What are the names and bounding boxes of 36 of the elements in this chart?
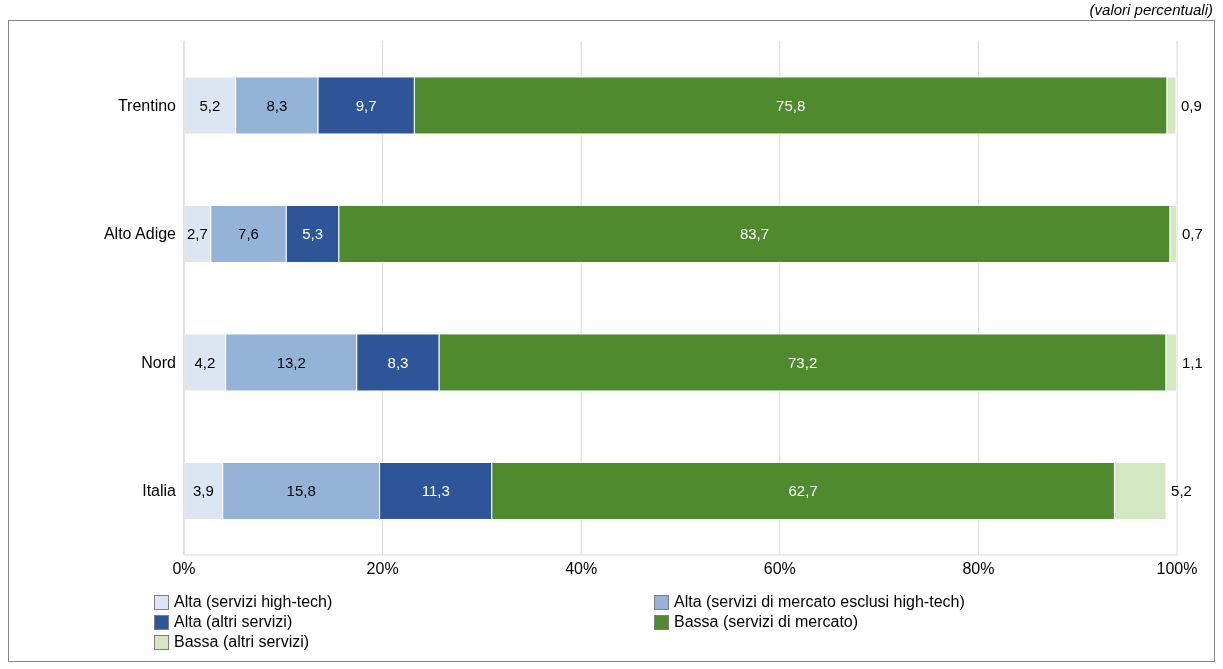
data-label: 2,7 <box>186 225 208 243</box>
data-label: 11,3 <box>421 482 450 500</box>
x-tick-label: 20% <box>366 560 399 578</box>
data-label: 73,2 <box>788 353 818 371</box>
data-label: 5,2 <box>1171 482 1192 500</box>
legend-label: Alta (servizi high-tech) <box>174 593 333 611</box>
data-label: 13,2 <box>276 353 306 371</box>
data-label: 5,2 <box>199 96 221 114</box>
data-label: 9,7 <box>355 96 377 114</box>
legend-label: Alta (altri servizi) <box>174 613 293 631</box>
data-label: 4,2 <box>194 353 216 371</box>
x-tick-label: 100% <box>1156 560 1198 578</box>
data-label: 15,8 <box>286 482 316 500</box>
data-label: 75,8 <box>776 96 806 114</box>
x-tick-label: 0% <box>172 560 196 578</box>
data-label: 83,7 <box>739 225 770 243</box>
y-tick-label: Alto Adige <box>103 225 177 243</box>
y-tick-label: Italia <box>142 482 177 500</box>
data-label: 8,3 <box>387 353 409 371</box>
data-label: 7,6 <box>238 225 259 243</box>
data-label: 3,9 <box>192 482 214 500</box>
x-tick-label: 60% <box>763 560 796 578</box>
x-tick-label: 80% <box>962 560 995 578</box>
data-label: 8,3 <box>266 96 288 114</box>
y-tick-label: Nord <box>141 353 176 371</box>
text: (valori percentuali) <box>1088 0 1213 20</box>
data-label: 62,7 <box>788 482 818 500</box>
legend-label: Alta (servizi di mercato esclusi high-tech) <box>674 593 965 611</box>
data-label: 1,1 <box>1182 353 1203 371</box>
x-tick-label: 40% <box>565 560 598 578</box>
legend-label: Bassa (servizi di mercato) <box>674 613 859 631</box>
y-tick-label: Trentino <box>117 96 177 114</box>
data-label: 0,7 <box>1182 225 1203 243</box>
data-label: 0,9 <box>1181 96 1202 114</box>
data-label: 5,3 <box>302 225 324 243</box>
legend-label: Bassa (altri servizi) <box>174 633 310 651</box>
